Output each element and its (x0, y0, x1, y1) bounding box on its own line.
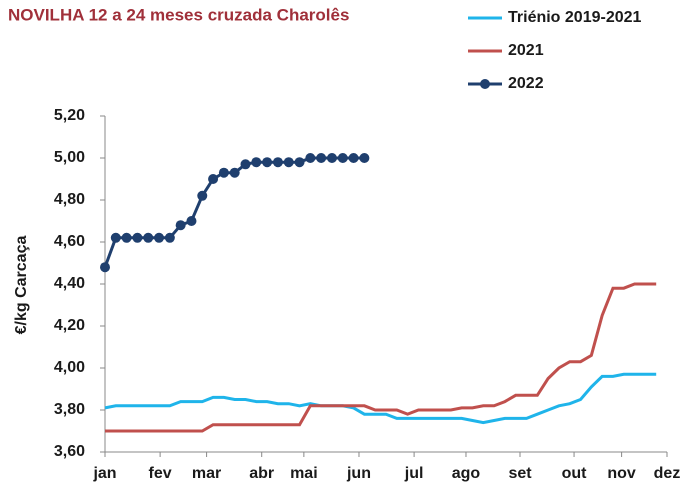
x-tick-label: jul (404, 465, 424, 482)
x-tick-label: out (562, 465, 588, 482)
y-tick-label: 4,00 (54, 359, 85, 376)
y-tick-label: 5,20 (54, 107, 85, 124)
series-marker (164, 232, 175, 243)
x-tick-label: fev (149, 465, 172, 482)
x-tick-label: dez (654, 465, 681, 482)
series-marker (197, 190, 208, 201)
x-tick-label: nov (607, 465, 636, 482)
series-marker (316, 153, 327, 163)
series-marker (121, 232, 132, 243)
series-marker (337, 153, 348, 163)
series-marker (100, 262, 110, 273)
y-tick-label: 3,80 (54, 401, 85, 418)
x-tick-label: jun (346, 465, 371, 482)
series-marker (154, 232, 165, 243)
y-tick-label: 5,00 (54, 149, 85, 166)
y-tick-label: 4,40 (54, 275, 85, 292)
series-marker (208, 174, 219, 184)
y-tick-label: 4,60 (54, 233, 85, 250)
series-marker (326, 153, 337, 163)
x-tick-label: abr (249, 465, 274, 482)
legend-label: 2021 (508, 42, 544, 59)
series-marker (283, 157, 294, 168)
series-marker (218, 167, 229, 178)
x-tick-label: set (508, 465, 532, 482)
x-tick-label: mar (192, 465, 221, 482)
series-marker (294, 157, 305, 168)
series-marker (240, 159, 251, 170)
legend-label: 2022 (508, 75, 544, 92)
series-marker (251, 157, 262, 168)
series-line (105, 282, 657, 433)
x-tick-label: jan (92, 465, 116, 482)
x-tick-label: mai (290, 465, 318, 482)
series-marker (262, 157, 273, 168)
y-tick-label: 4,20 (54, 317, 85, 334)
y-tick-label: 4,80 (54, 191, 85, 208)
x-tick-label: ago (452, 465, 481, 482)
series-marker (305, 153, 316, 163)
series-marker (272, 157, 283, 168)
y-axis-label: €/kg Carcaça (13, 236, 30, 335)
series-line (104, 372, 657, 425)
series-marker (110, 232, 121, 243)
series-marker (132, 232, 143, 243)
y-tick-label: 3,60 (54, 443, 85, 460)
chart-title: NOVILHA 12 a 24 meses cruzada Charolês (8, 5, 349, 24)
series-marker (359, 153, 370, 163)
series-marker (186, 216, 197, 226)
series-marker (229, 167, 240, 178)
series-marker (175, 220, 186, 231)
legend-label: Triénio 2019-2021 (508, 9, 642, 26)
legend-marker (480, 79, 490, 89)
series-marker (143, 232, 154, 243)
series-marker (348, 153, 359, 163)
